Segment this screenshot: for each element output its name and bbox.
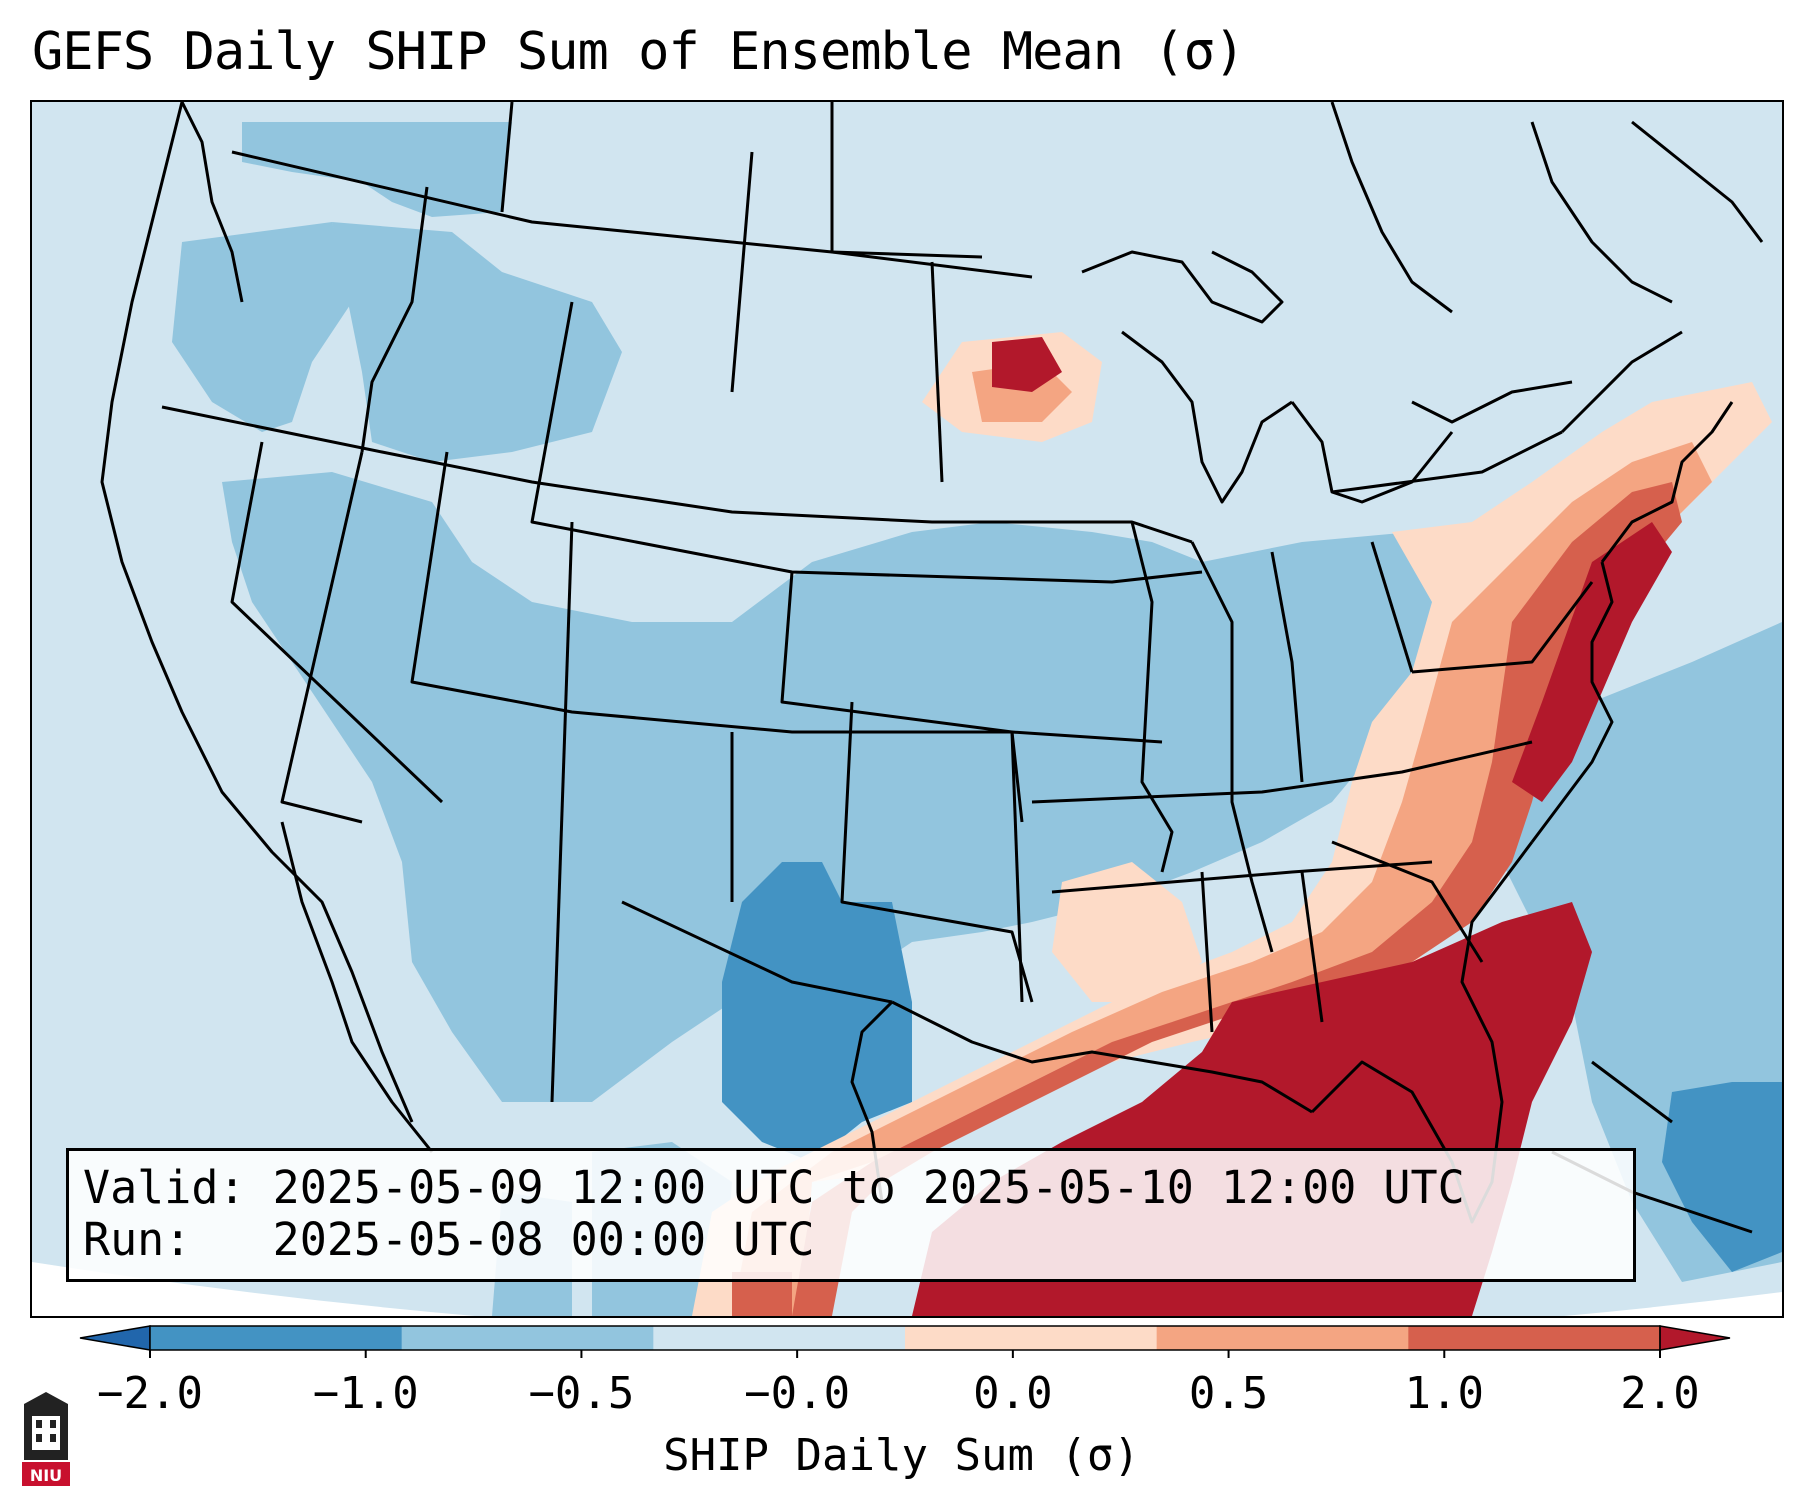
colorbar-tick-label: −1.0 bbox=[312, 1368, 419, 1419]
logo-text: NIU bbox=[30, 1466, 62, 1485]
colorbar-tick-label: 1.0 bbox=[1404, 1368, 1485, 1419]
field-negative-strong bbox=[722, 862, 1782, 1272]
run-time-text: Run: 2025-05-08 00:00 UTC bbox=[83, 1213, 815, 1266]
colorbar-tick-label: 0.5 bbox=[1188, 1368, 1269, 1419]
colorbar-extend-low bbox=[79, 1325, 151, 1351]
colorbar-segments bbox=[79, 1325, 1731, 1358]
map-panel bbox=[30, 100, 1784, 1318]
colorbar bbox=[79, 1325, 1731, 1358]
colorbar-segment bbox=[401, 1326, 654, 1350]
map-title: GEFS Daily SHIP Sum of Ensemble Mean (σ) bbox=[32, 22, 1245, 82]
colorbar-segment bbox=[150, 1326, 403, 1350]
colorbar-segment bbox=[653, 1326, 906, 1350]
colorbar-label: SHIP Daily Sum (σ) bbox=[663, 1430, 1140, 1481]
state-borders bbox=[161, 102, 1683, 1103]
colorbar-segment bbox=[905, 1326, 1158, 1350]
colorbar-tick-label: −0.0 bbox=[744, 1368, 851, 1419]
colorbar-tick-label: −2.0 bbox=[97, 1368, 203, 1419]
field-positive-strong bbox=[732, 482, 1682, 1316]
validity-info-box: Valid: 2025-05-09 12:00 UTC to 2025-05-1… bbox=[66, 1148, 1636, 1282]
colorbar-segment bbox=[1156, 1326, 1409, 1350]
colorbar-tick-label: 0.0 bbox=[973, 1368, 1053, 1419]
niu-logo: NIU bbox=[18, 1390, 74, 1494]
valid-time-text: Valid: 2025-05-09 12:00 UTC to 2025-05-1… bbox=[83, 1161, 1465, 1214]
colorbar-tick-label: 2.0 bbox=[1620, 1368, 1700, 1419]
colorbar-segment bbox=[1408, 1326, 1661, 1350]
colorbar-tick-label: −0.5 bbox=[528, 1368, 635, 1419]
coastlines bbox=[100, 102, 1764, 1234]
colorbar-extend-high bbox=[1659, 1325, 1731, 1351]
ship-field-map bbox=[32, 102, 1782, 1316]
